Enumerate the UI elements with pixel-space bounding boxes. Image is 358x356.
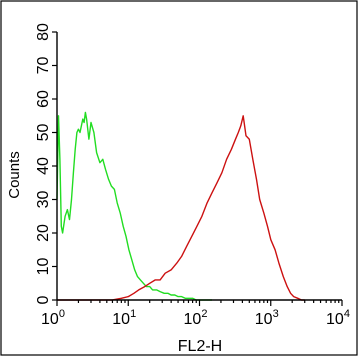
y-tick-label: 70 bbox=[35, 57, 52, 75]
y-axis-label: Counts bbox=[6, 151, 23, 199]
x-tick-label: 102 bbox=[184, 308, 208, 328]
y-tick-label: 50 bbox=[35, 124, 52, 142]
y-tick-label: 30 bbox=[35, 191, 52, 209]
x-tick-label: 104 bbox=[326, 308, 350, 328]
y-tick-label: 80 bbox=[35, 23, 52, 41]
y-tick-label: 0 bbox=[35, 295, 52, 304]
x-tick-label: 100 bbox=[41, 308, 65, 328]
y-tick-label: 40 bbox=[35, 157, 52, 175]
y-tick-label: 10 bbox=[35, 258, 52, 276]
x-tick-label: 101 bbox=[112, 308, 136, 328]
axes: 0 10 20 30 40 50 60 70 80 100 101 102 103 104 bbox=[35, 23, 350, 328]
x-axis-label: FL2-H bbox=[178, 338, 222, 355]
plot-area bbox=[56, 111, 305, 301]
series-line-2 bbox=[57, 115, 305, 301]
y-tick-label: 20 bbox=[35, 224, 52, 242]
x-tick-label: 103 bbox=[255, 308, 279, 328]
series-line-1 bbox=[56, 111, 212, 301]
y-tick-label: 60 bbox=[35, 90, 52, 108]
